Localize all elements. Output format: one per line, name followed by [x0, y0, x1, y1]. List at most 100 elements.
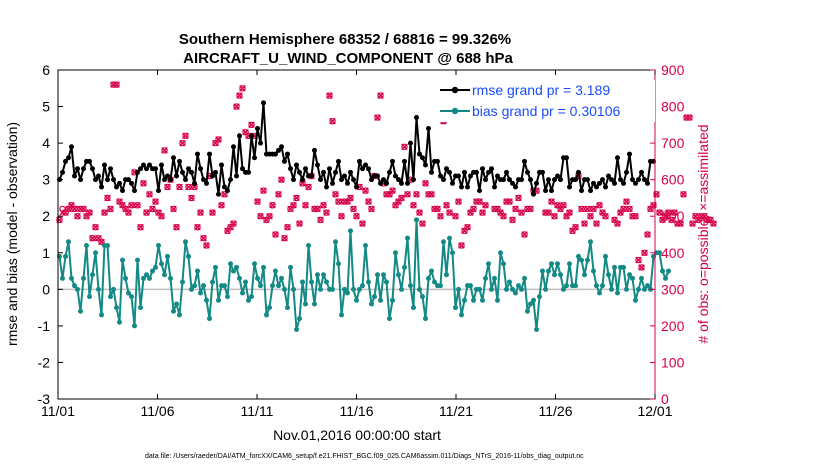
- rmse-point: [564, 155, 569, 161]
- obs-possible-point: [209, 209, 216, 216]
- obs-possible-point: [140, 180, 147, 187]
- obs-possible-point: [614, 220, 621, 227]
- obs-assimilated-point: [317, 216, 324, 224]
- bias-point: [216, 297, 221, 303]
- obs-possible-point: [173, 223, 180, 231]
- rmse-point: [462, 169, 467, 175]
- bias-point: [366, 279, 371, 285]
- y-right-tick-label: 500: [661, 208, 685, 224]
- rmse-point: [192, 180, 197, 186]
- bias-point: [402, 264, 407, 270]
- obs-assimilated-point: [632, 212, 639, 220]
- bias-point: [204, 297, 209, 303]
- rmse-point: [627, 151, 632, 157]
- obs-assimilated-point: [149, 205, 156, 213]
- rmse-point: [177, 158, 182, 164]
- y-axis-right-ticks: 0 100 200 300 400 500 600 700 800 900: [650, 62, 685, 407]
- rmse-point: [366, 166, 371, 172]
- rmse-point: [258, 140, 263, 146]
- bias-point: [561, 286, 566, 292]
- obs-assimilated-point: [509, 216, 516, 224]
- obs-assimilated-point: [101, 209, 108, 216]
- obs-possible-point: [71, 205, 78, 213]
- rmse-point: [588, 188, 593, 194]
- bias-point: [180, 279, 185, 285]
- obs-possible-point: [248, 121, 255, 129]
- rmse-point: [411, 177, 416, 183]
- obs-assimilated-point: [443, 201, 450, 209]
- obs-assimilated-point: [680, 190, 687, 198]
- bias-point: [588, 239, 593, 245]
- obs-assimilated-point: [641, 249, 648, 257]
- rmse-point: [393, 173, 398, 179]
- rmse-point: [165, 173, 170, 179]
- y-tick-label: 2: [42, 208, 50, 224]
- obs-assimilated-point: [590, 205, 597, 213]
- bias-point: [354, 297, 359, 303]
- bias-point: [333, 239, 338, 245]
- obs-possible-point: [668, 216, 675, 224]
- obs-possible-point: [161, 147, 168, 154]
- bias-point: [348, 228, 353, 234]
- rmse-point: [438, 173, 443, 179]
- rmse-point: [576, 169, 581, 175]
- bias-point: [63, 253, 68, 259]
- bias-point: [597, 290, 602, 296]
- obs-assimilated-point: [125, 209, 132, 216]
- bias-point: [165, 253, 170, 259]
- obs-possible-point: [413, 191, 420, 198]
- y-right-tick-label: 900: [661, 62, 685, 78]
- rmse-point: [324, 184, 329, 190]
- rmse-point: [342, 173, 347, 179]
- obs-possible-point: [560, 202, 567, 209]
- y-axis-label: rmse and bias (model - observation): [4, 122, 20, 346]
- obs-assimilated-point: [482, 201, 489, 209]
- obs-possible-point: [548, 198, 555, 205]
- bias-point: [393, 250, 398, 256]
- bias-series: [57, 217, 671, 333]
- bias-point: [177, 312, 182, 318]
- bias-point: [390, 297, 395, 303]
- rmse-point: [201, 177, 206, 183]
- y-tick-label: -1: [38, 318, 51, 334]
- rmse-point: [396, 177, 401, 183]
- rmse-point: [216, 191, 221, 197]
- rmse-point: [369, 177, 374, 183]
- obs-assimilated-point: [209, 209, 216, 216]
- rmse-point: [183, 177, 188, 183]
- rmse-point: [99, 184, 104, 190]
- obs-possible-point: [593, 220, 600, 227]
- obs-possible-point: [419, 220, 426, 227]
- rmse-point: [606, 173, 611, 179]
- rmse-point: [447, 169, 452, 175]
- obs-possible-point: [626, 205, 633, 213]
- bias-point: [606, 272, 611, 278]
- bias-point: [246, 297, 251, 303]
- bias-point: [72, 283, 77, 289]
- obs-possible-point: [185, 183, 192, 191]
- y-tick-label: 5: [42, 99, 50, 115]
- rmse-point: [297, 169, 302, 175]
- bias-point: [87, 294, 92, 300]
- bias-point: [528, 301, 533, 307]
- bias-point: [312, 301, 317, 307]
- rmse-point: [492, 184, 497, 190]
- obs-possible-point: [638, 264, 645, 271]
- bias-point: [543, 286, 548, 292]
- obs-assimilated-point: [338, 212, 345, 220]
- rmse-point: [114, 184, 119, 190]
- rmse-point: [363, 162, 368, 168]
- bias-point: [429, 268, 434, 274]
- obs-assimilated-point: [230, 220, 237, 227]
- bias-point: [174, 301, 179, 307]
- bias-point: [459, 312, 464, 318]
- bias-point: [330, 286, 335, 292]
- obs-assimilated-point: [515, 194, 522, 202]
- rmse-point: [210, 173, 215, 179]
- obs-assimilated-point: [191, 183, 198, 191]
- bias-point: [582, 272, 587, 278]
- rmse-point: [414, 115, 419, 121]
- bias-point: [426, 275, 431, 281]
- obs-possible-point: [128, 202, 135, 209]
- obs-assimilated-point: [551, 212, 558, 220]
